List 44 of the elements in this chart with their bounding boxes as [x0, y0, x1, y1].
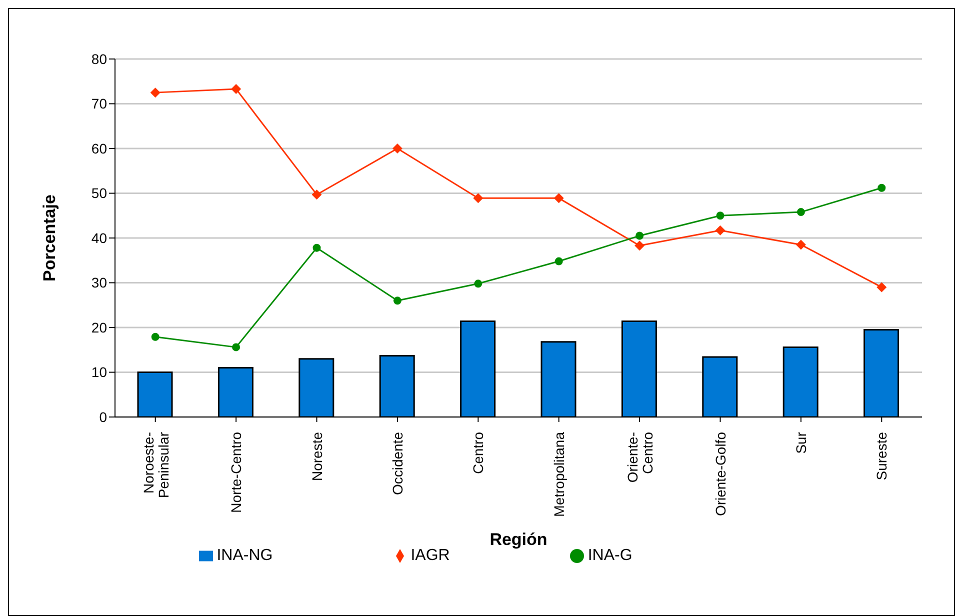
x-tick-label: Sur: [792, 432, 809, 454]
point: [151, 332, 160, 341]
y-tick-label: 80: [91, 50, 108, 67]
x-tick-label: Noroeste-Peninsular: [140, 432, 172, 498]
point: [636, 232, 644, 240]
y-tick-label: 60: [91, 140, 108, 156]
y-tick-label: 10: [91, 364, 108, 380]
point: [716, 212, 724, 220]
y-tick-label: 20: [91, 319, 108, 336]
point: [312, 244, 321, 252]
point: [392, 144, 402, 154]
point: [473, 193, 484, 204]
y-axis-title: Porcentaje: [40, 194, 60, 282]
x-tick-label: Oriente-Golfo: [712, 432, 728, 516]
point: [393, 296, 402, 305]
point: [878, 184, 886, 192]
x-tick-label: Metropolitana: [550, 432, 567, 517]
point: [554, 257, 563, 266]
x-tick-label: Norte-Centro: [228, 432, 244, 513]
x-tick-label: Oriente-Centro: [624, 432, 656, 483]
point: [232, 343, 240, 352]
y-tick-label: 0: [99, 408, 108, 425]
point: [554, 193, 564, 204]
legend-label: INA-G: [588, 547, 632, 564]
y-tick-label: 70: [91, 96, 108, 112]
point: [796, 240, 806, 250]
legend-label: IAGR: [410, 547, 450, 564]
x-tick-label: Occidente: [389, 432, 406, 496]
point: [796, 208, 805, 216]
x-tick-label: Sureste: [874, 432, 890, 480]
point: [150, 88, 160, 98]
x-tick-label: Centro: [470, 432, 486, 474]
point: [876, 282, 887, 292]
point: [474, 280, 482, 288]
x-axis-title: Región: [490, 530, 548, 549]
x-tick-label: Noreste: [308, 432, 325, 482]
y-tick-label: 40: [91, 230, 108, 246]
y-tick-label: 30: [91, 274, 108, 291]
point: [634, 240, 645, 251]
y-tick-label: 50: [91, 185, 108, 202]
point: [312, 190, 322, 200]
legend-label: INA-NG: [216, 547, 273, 564]
point: [715, 225, 726, 236]
point: [231, 84, 242, 94]
